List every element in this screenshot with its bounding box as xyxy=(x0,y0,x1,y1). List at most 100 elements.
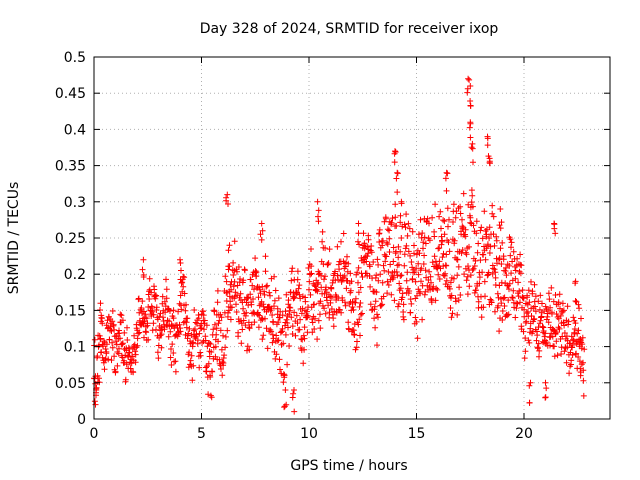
data-point xyxy=(420,261,427,267)
data-point xyxy=(471,263,478,269)
data-point xyxy=(97,300,104,307)
data-point xyxy=(131,332,138,339)
data-point xyxy=(460,190,467,197)
data-point xyxy=(384,226,391,233)
data-point xyxy=(161,326,168,333)
data-point xyxy=(234,268,240,275)
data-point xyxy=(146,296,153,302)
data-point xyxy=(364,253,371,260)
data-point xyxy=(370,259,377,265)
data-point xyxy=(539,323,546,330)
data-point xyxy=(575,354,582,360)
data-point xyxy=(455,297,462,304)
data-point xyxy=(233,301,239,308)
data-point xyxy=(224,327,231,334)
data-point xyxy=(379,301,386,308)
data-point xyxy=(202,337,209,344)
data-point xyxy=(463,251,470,258)
data-point xyxy=(224,191,231,198)
data-point xyxy=(429,259,436,266)
data-point xyxy=(452,298,459,305)
data-point xyxy=(355,289,362,296)
data-point xyxy=(485,269,492,276)
data-point xyxy=(413,265,420,272)
data-point xyxy=(407,309,414,316)
data-point xyxy=(266,289,273,296)
data-point xyxy=(364,243,371,250)
data-point xyxy=(420,239,427,246)
data-point xyxy=(150,311,157,318)
data-point xyxy=(493,237,500,244)
data-point xyxy=(247,276,254,283)
data-point xyxy=(422,240,429,247)
data-point xyxy=(412,314,419,321)
data-point xyxy=(552,292,559,298)
data-point xyxy=(230,283,237,290)
data-point xyxy=(168,362,175,368)
data-point xyxy=(374,311,380,318)
data-point xyxy=(307,291,314,298)
data-point xyxy=(440,217,447,224)
data-point xyxy=(474,249,481,256)
data-point xyxy=(255,294,262,301)
data-point xyxy=(328,294,335,301)
data-point xyxy=(117,335,123,342)
data-point xyxy=(315,317,322,324)
data-point xyxy=(289,323,296,330)
y-tick-label: 0.3 xyxy=(64,195,86,211)
data-point xyxy=(446,248,453,255)
data-point xyxy=(132,348,139,355)
data-point xyxy=(576,358,583,365)
data-point xyxy=(221,352,228,359)
data-point xyxy=(397,219,404,226)
data-point xyxy=(549,333,556,340)
data-point xyxy=(542,330,549,337)
data-point xyxy=(385,282,392,288)
data-point xyxy=(551,353,558,360)
data-point xyxy=(262,268,269,275)
data-point xyxy=(509,294,516,301)
data-point xyxy=(526,299,533,306)
data-point xyxy=(428,279,434,286)
data-point xyxy=(569,342,576,348)
data-point xyxy=(210,326,217,333)
data-point xyxy=(98,318,104,325)
data-point xyxy=(399,290,406,297)
data-point xyxy=(259,336,266,343)
data-point xyxy=(315,279,322,286)
data-point xyxy=(162,309,169,316)
data-point xyxy=(376,226,383,233)
data-point xyxy=(128,360,135,367)
data-point xyxy=(456,284,463,291)
data-point xyxy=(253,269,260,276)
data-point xyxy=(566,370,573,377)
data-point xyxy=(161,298,168,305)
data-point xyxy=(306,278,313,285)
data-point xyxy=(459,216,465,223)
data-point xyxy=(296,291,303,298)
data-point xyxy=(418,278,424,285)
data-point xyxy=(154,349,161,356)
data-point xyxy=(535,298,542,305)
data-point xyxy=(227,281,234,288)
data-point xyxy=(199,308,206,315)
data-point xyxy=(385,268,392,275)
data-point xyxy=(282,387,289,393)
data-point xyxy=(252,255,259,262)
data-point xyxy=(499,308,506,314)
data-point xyxy=(433,285,440,292)
data-point xyxy=(389,215,396,222)
data-point xyxy=(534,345,541,352)
data-point xyxy=(170,350,177,356)
data-point xyxy=(475,240,482,247)
data-point xyxy=(222,344,229,351)
data-point xyxy=(466,243,472,250)
data-point xyxy=(580,392,587,399)
data-point xyxy=(501,303,508,309)
data-point xyxy=(492,269,499,276)
data-point xyxy=(570,314,577,321)
data-point xyxy=(163,286,170,293)
data-point xyxy=(349,304,356,310)
data-point xyxy=(142,311,149,318)
data-point xyxy=(522,335,529,342)
